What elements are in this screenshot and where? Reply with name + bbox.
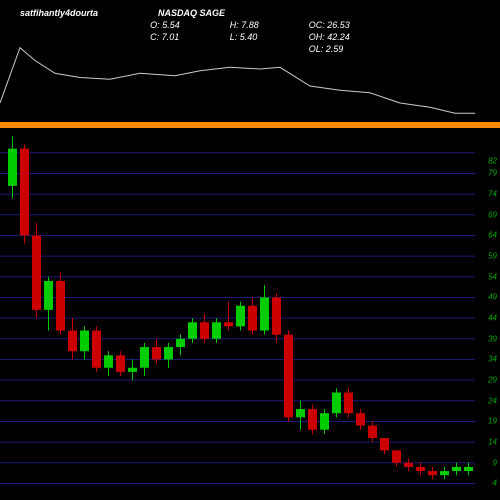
y-axis-label: 54 [488,272,497,281]
y-axis-label: 24 [488,396,497,405]
y-axis-label: 9 [493,458,497,467]
chart-title: satfihantly4dourta [20,8,98,18]
candlestick-chart [0,128,475,500]
stat-high: H: 7.88 [230,20,259,30]
y-axis-label: 29 [488,376,497,385]
y-axis-label: 59 [488,252,497,261]
stat-oc: OC: 26.53 [309,20,350,30]
stat-open: O: 5.54 [150,20,180,30]
y-axis-label: 39 [488,334,497,343]
y-axis-label: 4 [493,479,497,488]
y-axis-label: 19 [488,417,497,426]
y-axis-label: 49 [488,293,497,302]
y-axis-label: 69 [488,210,497,219]
overview-line-chart [0,35,475,120]
y-axis-label: 64 [488,231,497,240]
y-axis-label: 44 [488,314,497,323]
y-axis-label: 74 [488,190,497,199]
y-axis-label: 82 [488,157,497,166]
exchange-symbol: NASDAQ SAGE [158,8,225,18]
y-axis-label: 34 [488,355,497,364]
y-axis-label: 14 [488,438,497,447]
y-axis-label: 79 [488,169,497,178]
y-axis: 49141924293439444954596469747982 [475,128,500,500]
